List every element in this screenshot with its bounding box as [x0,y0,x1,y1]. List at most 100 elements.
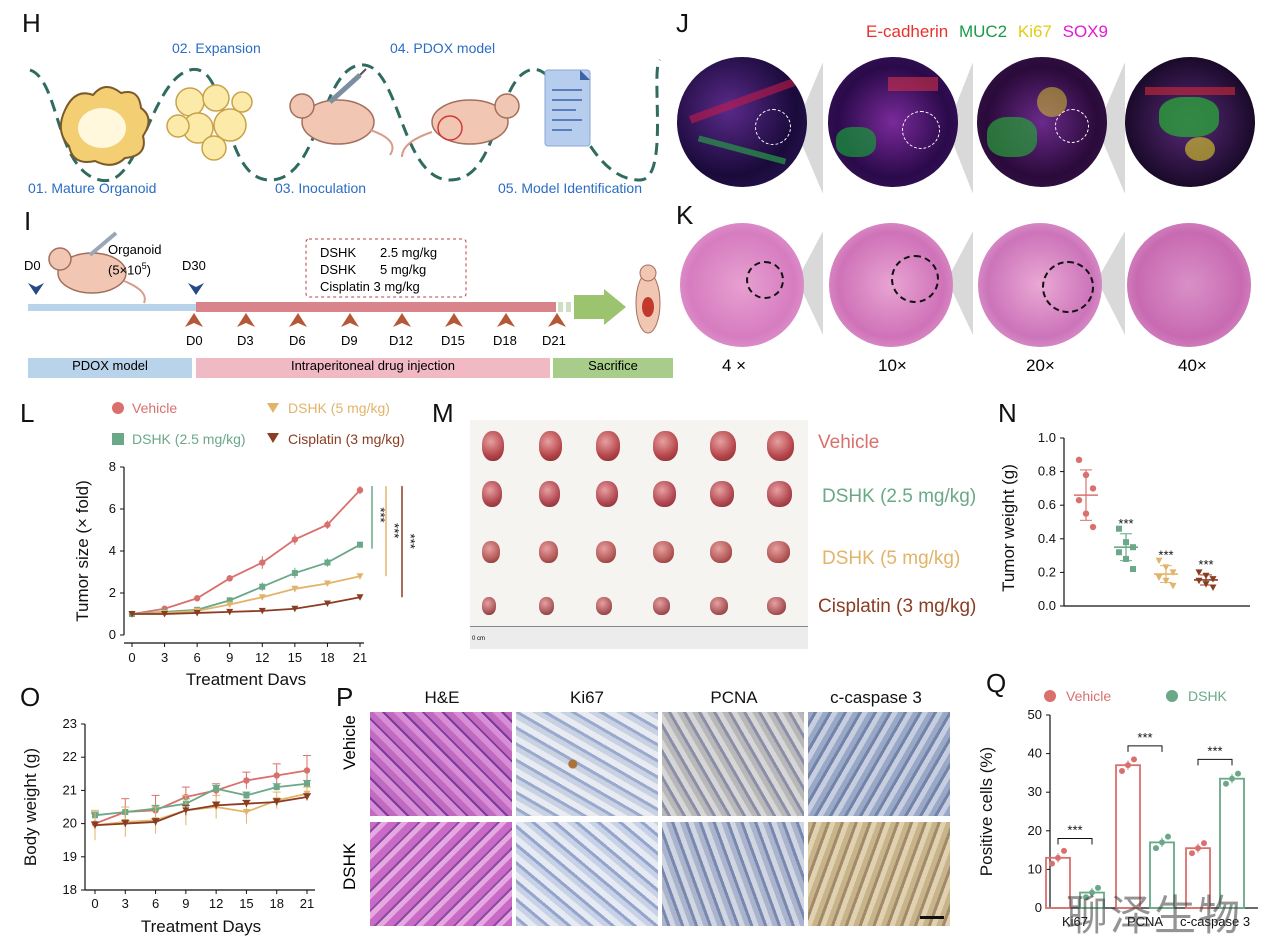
data-point [1119,767,1125,774]
he-image-20x [978,223,1102,347]
panel-label-o: O [20,682,41,712]
mouse-injection-icon [289,68,394,156]
if-image-20x [977,57,1107,187]
y-tick-label: 6 [109,501,116,516]
data-point [303,767,311,774]
column-he: H&E [424,688,460,707]
tumor-specimen [596,541,616,563]
panel-label-k: K [676,200,694,230]
panel-label-n: N [998,398,1017,428]
significance-label: *** [1118,516,1133,531]
y-tick-label: 1.0 [1038,430,1056,445]
x-axis-label: Treatment Days [141,917,261,936]
y-tick-label: 2 [109,585,116,600]
data-point [323,580,331,588]
he-image-4x [680,223,804,347]
phase-pdox-bg [28,358,192,378]
row-label-vehicle: Vehicle [340,715,359,770]
legend-vehicle: Vehicle [1066,688,1111,704]
x-axis-label: Treatment Days [186,670,306,685]
data-point [258,594,266,601]
data-point [1153,845,1159,852]
data-point [1089,523,1097,531]
significance-label: *** [1207,743,1222,758]
data-point [1155,574,1163,581]
data-point [273,772,280,779]
micrograph-pcna-vehicle [662,712,804,816]
data-point [121,820,129,828]
data-point [291,605,299,613]
data-point [1223,780,1229,787]
series-line-0 [131,489,361,615]
data-point [243,792,250,799]
y-tick-label: 4 [109,543,116,558]
data-point [1201,840,1207,847]
panel-label-i: I [24,206,32,236]
legend-dshk: DSHK [1188,688,1228,704]
y-axis-label: Positive cells (%) [977,747,996,876]
sacrificed-mouse-icon [635,264,661,334]
data-point [291,585,299,593]
tumor-specimen [539,597,554,615]
tumor-specimen [653,431,678,461]
phase-injection-bg [196,358,550,378]
significance-label: *** [1067,823,1082,838]
y-tick-label: 22 [63,749,77,764]
y-tick-label: 23 [63,716,77,731]
mouse-organoid-icon [48,231,146,304]
significance-label: *** [1137,730,1152,745]
tumor-specimen [710,541,732,563]
if-image-10x [828,57,958,187]
group-label-vehicle: Vehicle [818,432,880,453]
chart-l-legend: Vehicle DSHK (5 mg/kg) DSHK (2.5 mg/kg) … [112,400,405,447]
data-point [1049,860,1055,867]
y-tick-label: 8 [109,459,116,474]
significance-label: *** [387,523,402,538]
arrow-right-icon [574,289,626,325]
he-zoom-connectors [797,231,1125,335]
significance-bracket [1127,745,1163,752]
data-point [324,521,331,528]
panel-label-l: L [20,398,35,428]
step-expansion: 02. Expansion [172,40,261,56]
data-point [273,799,281,806]
x-tick-label: 6 [194,650,201,665]
ruler: 0 cm [470,626,808,649]
he-image-40x [1127,223,1251,347]
magnification-4x: 4 × [722,356,747,375]
x-tick-label: 3 [161,650,168,665]
if-image-4x [677,57,807,187]
micrograph-caspase-dshk [808,822,950,926]
data-point [356,594,364,601]
y-tick-label: 0.0 [1038,598,1056,613]
column-ki67: Ki67 [569,688,605,707]
tumor-specimen [767,481,792,507]
x-tick-label: 12 [255,650,269,665]
y-tick-label: 0.8 [1038,464,1056,479]
data-point [1131,756,1137,763]
data-point [356,486,364,494]
tumor-specimen [596,431,620,461]
tumor-specimen [482,431,504,461]
data-point [324,559,331,566]
y-axis-label: Tumor size (× fold) [73,480,92,622]
pdox-timeline-bar [28,304,196,311]
series-line-2 [131,575,361,615]
data-point [128,611,136,618]
x-tick-label: PCNA [1127,914,1163,929]
x-tick-label: 0 [91,896,98,911]
tumor-specimen [539,431,562,461]
x-tick-label: Ki67 [1062,914,1088,929]
row-label-dshk: DSHK [340,842,359,890]
he-image-10x [829,223,953,347]
organoid-workflow-diagram [29,58,662,182]
x-tick-label: c-caspase 3 [1180,914,1250,929]
tumor-specimen [767,597,786,615]
watermark: 聊泽生物 [1066,891,1243,940]
x-tick-label: 9 [182,896,189,911]
x-tick-label: 18 [269,896,283,911]
series-line-3 [94,796,308,827]
panel-label-h: H [22,8,41,38]
chart-body-weight: 18 19 20 21 22 23 0 3 6 9 12 15 18 21 Treatment Days Bo… [21,716,315,936]
y-tick-label: 30 [1028,784,1042,799]
